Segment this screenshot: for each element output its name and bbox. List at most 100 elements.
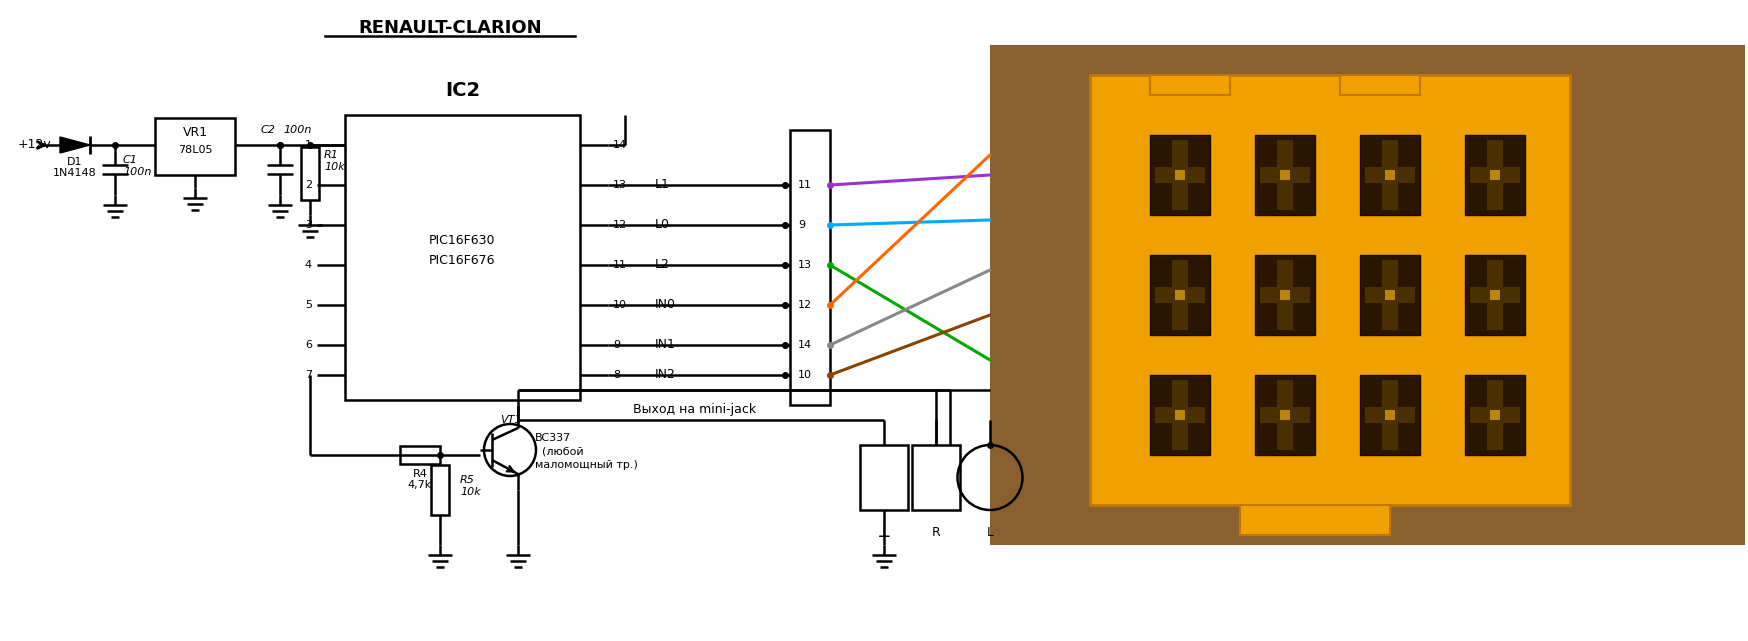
- Bar: [432, 465, 449, 515]
- Text: 1N4148: 1N4148: [52, 168, 96, 178]
- Text: D1: D1: [66, 157, 82, 167]
- Text: R5: R5: [460, 475, 475, 485]
- Text: 100n: 100n: [122, 167, 152, 177]
- Bar: [400, 446, 440, 464]
- Bar: [1465, 375, 1524, 455]
- Text: 13: 13: [614, 180, 628, 190]
- Text: 4,7k: 4,7k: [407, 480, 432, 490]
- Bar: [1155, 167, 1204, 183]
- Text: 3: 3: [304, 220, 311, 230]
- Bar: [1488, 380, 1503, 450]
- Text: 12: 12: [614, 220, 628, 230]
- Bar: [1280, 290, 1290, 300]
- Bar: [1150, 375, 1210, 455]
- Bar: [1150, 135, 1210, 215]
- Text: C2: C2: [260, 125, 274, 135]
- Bar: [1383, 260, 1398, 330]
- Text: VR1: VR1: [182, 126, 208, 140]
- Bar: [1260, 287, 1309, 303]
- Text: 12: 12: [799, 300, 813, 310]
- Bar: [1470, 287, 1521, 303]
- Text: маломощный тр.): маломощный тр.): [535, 460, 638, 470]
- Bar: [1384, 170, 1395, 180]
- Bar: [1365, 407, 1414, 423]
- Bar: [1360, 255, 1419, 335]
- Bar: [1171, 140, 1189, 210]
- Bar: [1384, 410, 1395, 420]
- Bar: [790, 130, 830, 405]
- Bar: [1150, 255, 1210, 335]
- Text: L: L: [986, 526, 993, 540]
- Text: IN0: IN0: [656, 299, 676, 312]
- Text: L2: L2: [656, 258, 669, 272]
- Bar: [989, 45, 1745, 545]
- Bar: [1384, 290, 1395, 300]
- Text: 7: 7: [304, 370, 311, 380]
- Bar: [344, 115, 580, 400]
- Text: IN1: IN1: [656, 338, 676, 351]
- Text: 1: 1: [304, 140, 311, 150]
- Bar: [1360, 375, 1419, 455]
- Text: PIC16F676: PIC16F676: [430, 253, 496, 267]
- Text: ⊥: ⊥: [877, 526, 890, 540]
- Text: 78L05: 78L05: [178, 145, 212, 155]
- Text: 4: 4: [304, 260, 311, 270]
- Polygon shape: [59, 137, 89, 153]
- Text: Выход на mini-jack: Выход на mini-jack: [633, 403, 757, 417]
- Bar: [1255, 375, 1314, 455]
- Bar: [1360, 135, 1419, 215]
- Bar: [1365, 287, 1414, 303]
- Text: R: R: [932, 526, 940, 540]
- Bar: [1260, 167, 1309, 183]
- Bar: [1488, 140, 1503, 210]
- Bar: [1278, 380, 1294, 450]
- Text: PIC16F630: PIC16F630: [430, 233, 496, 247]
- Text: 10: 10: [799, 370, 813, 380]
- Text: RENAULT-CLARION: RENAULT-CLARION: [358, 19, 542, 37]
- Text: 2: 2: [304, 180, 311, 190]
- Bar: [1155, 407, 1204, 423]
- Text: 10k: 10k: [460, 487, 481, 497]
- Text: 10k: 10k: [323, 162, 344, 172]
- Text: 9: 9: [799, 220, 806, 230]
- Bar: [1239, 505, 1390, 535]
- Bar: [1280, 410, 1290, 420]
- Bar: [1383, 140, 1398, 210]
- Bar: [1470, 407, 1521, 423]
- Text: 100n: 100n: [283, 125, 311, 135]
- Text: L0: L0: [656, 219, 669, 231]
- Text: 13: 13: [799, 260, 813, 270]
- Bar: [1465, 135, 1524, 215]
- Bar: [1150, 75, 1231, 95]
- Bar: [156, 118, 234, 175]
- Bar: [1175, 290, 1185, 300]
- Bar: [1171, 260, 1189, 330]
- Bar: [1489, 170, 1500, 180]
- Text: 14: 14: [799, 340, 813, 350]
- Text: 11: 11: [614, 260, 628, 270]
- Bar: [1255, 255, 1314, 335]
- Text: 5: 5: [304, 300, 311, 310]
- Text: 11: 11: [799, 180, 813, 190]
- Bar: [1155, 287, 1204, 303]
- Bar: [1278, 140, 1294, 210]
- Bar: [1171, 380, 1189, 450]
- Bar: [1255, 135, 1314, 215]
- Bar: [1365, 167, 1414, 183]
- Text: 8: 8: [614, 370, 621, 380]
- Bar: [1383, 380, 1398, 450]
- Bar: [1341, 75, 1419, 95]
- Bar: [1489, 290, 1500, 300]
- Text: IC2: IC2: [446, 81, 481, 99]
- Text: 14: 14: [614, 140, 628, 150]
- Bar: [912, 445, 960, 510]
- Text: (любой: (любой: [535, 447, 584, 457]
- Text: 6: 6: [304, 340, 311, 350]
- Text: L1: L1: [656, 178, 669, 192]
- Bar: [1280, 170, 1290, 180]
- Text: 9: 9: [614, 340, 621, 350]
- Text: C1: C1: [122, 155, 138, 165]
- Text: VT1: VT1: [500, 415, 521, 425]
- Bar: [1489, 410, 1500, 420]
- Bar: [1465, 255, 1524, 335]
